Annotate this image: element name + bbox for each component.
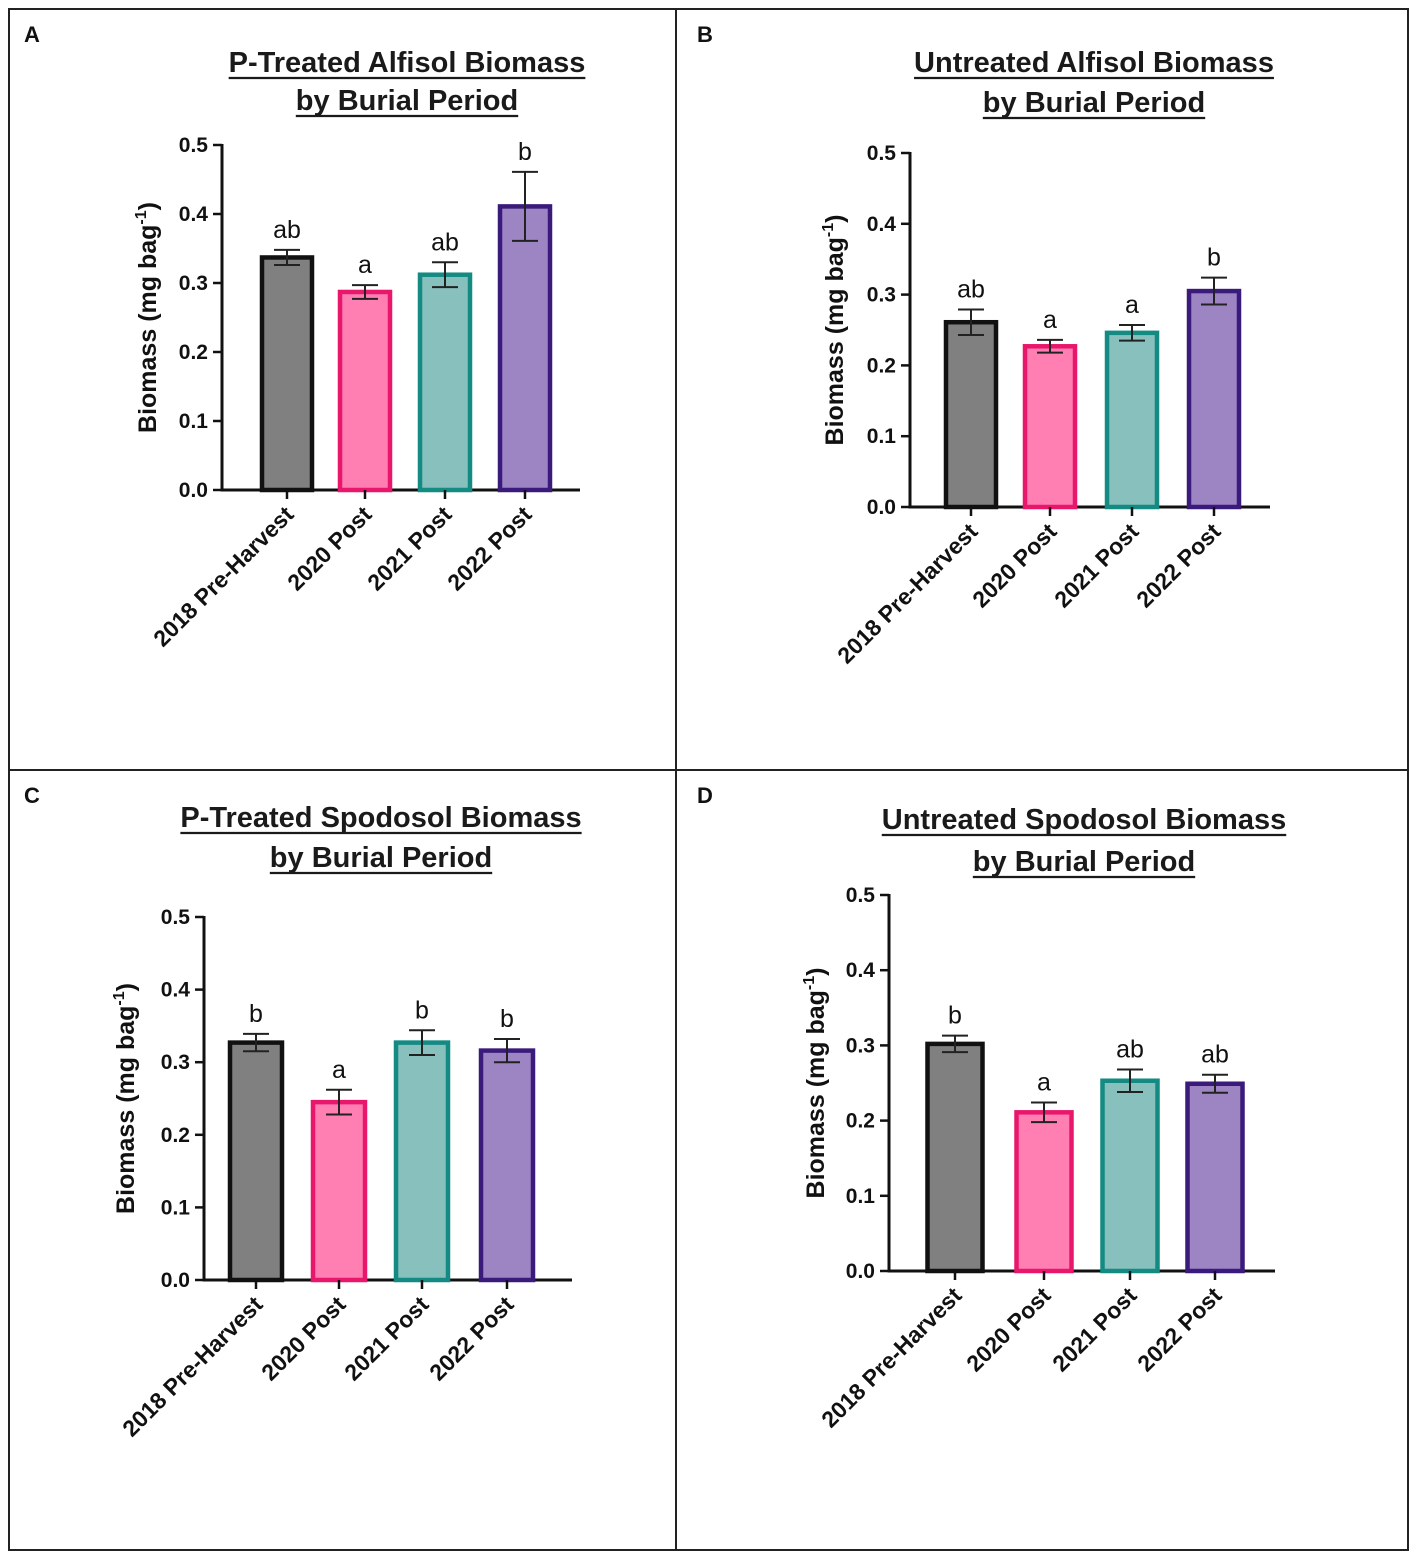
bar bbox=[1104, 330, 1160, 510]
panel-label: B bbox=[697, 22, 713, 47]
y-tick-label: 0.0 bbox=[867, 496, 896, 519]
chart-title-line: by Burial Period bbox=[296, 85, 518, 117]
significance-letter: b bbox=[948, 1002, 962, 1030]
y-tick-label: 0.2 bbox=[161, 1124, 190, 1147]
significance-letter: ab bbox=[957, 275, 985, 303]
chart-title-line: P-Treated Alfisol Biomass bbox=[229, 47, 586, 79]
bar bbox=[310, 1099, 368, 1283]
y-tick-label: 0.1 bbox=[867, 425, 897, 448]
significance-letter: a bbox=[1125, 291, 1139, 319]
significance-letter: a bbox=[1037, 1069, 1051, 1097]
y-tick-label: 0.5 bbox=[179, 134, 209, 157]
chart-panel-a: A P-Treated Alfisol Biomass by Burial Peri… bbox=[8, 8, 677, 771]
significance-letter: ab bbox=[1116, 1035, 1144, 1063]
panel-label: D bbox=[697, 783, 713, 808]
significance-letter: a bbox=[358, 251, 372, 279]
y-axis-label: Biomass (mg bag-1) bbox=[133, 202, 162, 433]
bar bbox=[478, 1048, 536, 1283]
y-tick-label: 0.4 bbox=[867, 213, 897, 236]
x-category-label: 2021 Post bbox=[362, 501, 457, 596]
y-tick-label: 0.3 bbox=[867, 284, 896, 307]
significance-letter: b bbox=[518, 138, 532, 166]
bar bbox=[1100, 1078, 1160, 1274]
y-tick-label: 0.1 bbox=[161, 1196, 191, 1219]
y-tick-label: 0.4 bbox=[161, 979, 191, 1002]
y-tick-label: 0.0 bbox=[846, 1260, 875, 1283]
x-category-label: 2020 Post bbox=[282, 501, 377, 596]
chart-title-line: by Burial Period bbox=[973, 846, 1195, 878]
x-category-label: 2021 Post bbox=[339, 1291, 434, 1386]
y-tick-label: 0.3 bbox=[179, 272, 208, 295]
chart-title-line: P-Treated Spodosol Biomass bbox=[180, 802, 581, 834]
y-axis-label: Biomass (mg bag-1) bbox=[801, 968, 830, 1199]
x-category-label: 2018 Pre-Harvest bbox=[816, 1282, 967, 1433]
y-tick-label: 0.1 bbox=[846, 1185, 876, 1208]
significance-letter: ab bbox=[1201, 1041, 1229, 1069]
y-tick-label: 0.2 bbox=[179, 341, 208, 364]
bar bbox=[943, 319, 999, 510]
bar bbox=[393, 1040, 451, 1283]
bar bbox=[1014, 1110, 1074, 1274]
y-tick-label: 0.3 bbox=[161, 1051, 190, 1074]
y-tick-label: 0.3 bbox=[846, 1034, 875, 1057]
bar bbox=[417, 272, 473, 493]
y-tick-label: 0.2 bbox=[846, 1110, 875, 1133]
significance-letter: a bbox=[332, 1056, 346, 1084]
significance-letter: ab bbox=[273, 216, 301, 244]
bar bbox=[497, 204, 553, 493]
x-category-label: 2022 Post bbox=[424, 1291, 519, 1386]
significance-letter: b bbox=[249, 1000, 263, 1028]
y-tick-label: 0.2 bbox=[867, 354, 896, 377]
x-category-label: 2022 Post bbox=[1132, 1282, 1227, 1377]
x-category-label: 2020 Post bbox=[961, 1282, 1056, 1377]
significance-letter: b bbox=[500, 1005, 514, 1033]
y-tick-label: 0.4 bbox=[179, 203, 209, 226]
chart-title-line: by Burial Period bbox=[983, 87, 1205, 119]
y-tick-label: 0.5 bbox=[161, 906, 191, 929]
x-category-label: 2021 Post bbox=[1049, 518, 1144, 613]
chart-panel-b: B Untreated Alfisol Biomass by Burial Peri… bbox=[675, 8, 1409, 771]
y-tick-label: 0.4 bbox=[846, 959, 876, 982]
bar bbox=[259, 255, 315, 493]
y-tick-label: 0.1 bbox=[179, 410, 209, 433]
y-axis-label: Biomass (mg bag-1) bbox=[111, 983, 140, 1214]
chart-panel-c: C P-Treated Spodosol Biomass by Burial Per… bbox=[8, 769, 677, 1551]
chart-panel-d: D Untreated Spodosol Biomass by Burial Per… bbox=[675, 769, 1409, 1551]
significance-letter: b bbox=[415, 996, 429, 1024]
significance-letter: ab bbox=[431, 228, 459, 256]
bar bbox=[227, 1040, 285, 1283]
x-category-label: 2020 Post bbox=[256, 1291, 351, 1386]
bar bbox=[337, 289, 393, 493]
y-tick-label: 0.5 bbox=[867, 142, 897, 165]
x-category-label: 2022 Post bbox=[442, 501, 537, 596]
bar bbox=[1185, 1081, 1245, 1274]
chart-title-line: by Burial Period bbox=[270, 842, 492, 874]
x-category-label: 2022 Post bbox=[1131, 518, 1226, 613]
bar bbox=[1022, 344, 1078, 510]
x-category-label: 2021 Post bbox=[1047, 1282, 1142, 1377]
x-category-label: 2018 Pre-Harvest bbox=[832, 518, 983, 669]
y-tick-label: 0.0 bbox=[161, 1269, 190, 1292]
significance-letter: b bbox=[1207, 244, 1221, 272]
y-tick-label: 0.0 bbox=[179, 479, 208, 502]
significance-letter: a bbox=[1043, 306, 1057, 334]
bar bbox=[925, 1041, 985, 1274]
x-category-label: 2018 Pre-Harvest bbox=[148, 501, 299, 652]
x-category-label: 2018 Pre-Harvest bbox=[117, 1291, 268, 1442]
chart-svg: D Untreated Spodosol Biomass by Burial Per… bbox=[697, 783, 1287, 1433]
chart-title-line: Untreated Alfisol Biomass bbox=[914, 47, 1274, 79]
chart-svg: B Untreated Alfisol Biomass by Burial Peri… bbox=[697, 22, 1274, 669]
chart-svg: A P-Treated Alfisol Biomass by Burial Peri… bbox=[24, 22, 586, 652]
x-category-label: 2020 Post bbox=[967, 518, 1062, 613]
y-axis-label: Biomass (mg bag-1) bbox=[820, 215, 849, 446]
chart-title-line: Untreated Spodosol Biomass bbox=[882, 804, 1286, 836]
bar bbox=[1186, 288, 1242, 510]
chart-svg: C P-Treated Spodosol Biomass by Burial Per… bbox=[24, 783, 582, 1442]
panel-label: A bbox=[24, 22, 40, 47]
panel-label: C bbox=[24, 783, 40, 808]
y-tick-label: 0.5 bbox=[846, 884, 876, 907]
